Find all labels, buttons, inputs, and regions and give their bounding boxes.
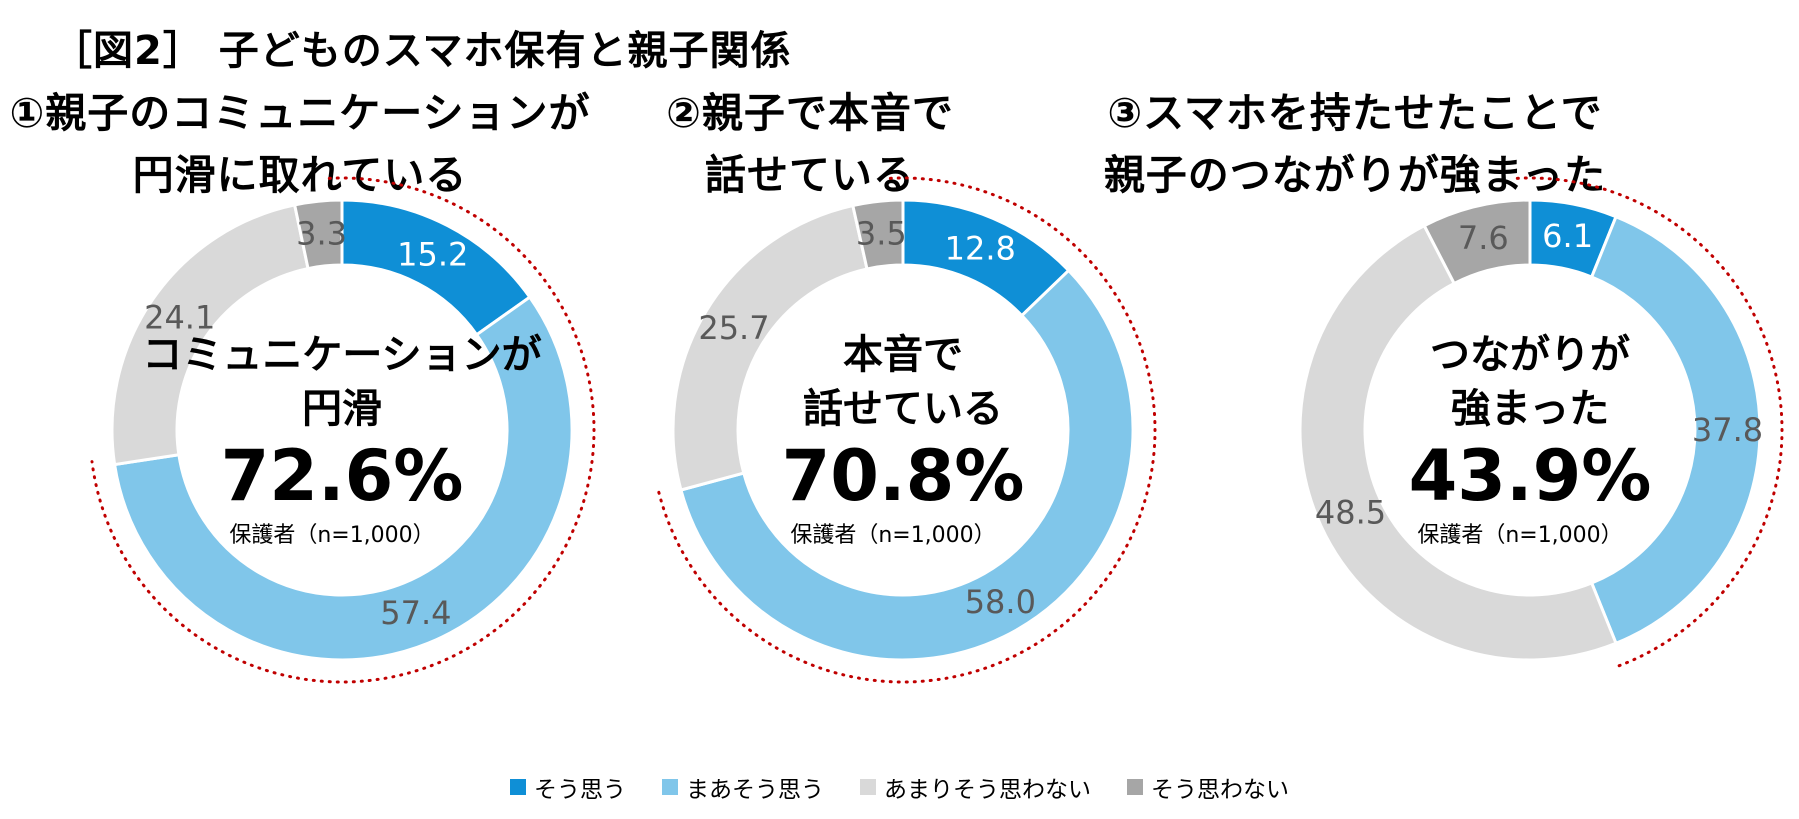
legend-label-1: そう思う: [534, 777, 626, 803]
donut-3-segment-2: [1589, 214, 1762, 646]
donut-1-value-label-2: 57.4: [380, 594, 451, 632]
donut-3-value-label-4: 7.6: [1458, 219, 1509, 257]
donut-2-value-label-2: 58.0: [965, 583, 1036, 621]
donut-1-segment-4: [292, 198, 344, 271]
donut-2-segment-2: [679, 268, 1135, 662]
donut-2-center-value: 70.8%: [782, 435, 1025, 517]
chart-title-3: ③スマホを持たせたことで 親子のつながりが強まった: [1055, 82, 1655, 206]
chart-title-2: ②親子で本音で 話せている: [510, 82, 1110, 206]
legend-swatch-1: [510, 779, 526, 795]
donut-1-center-note: 保護者（n=1,000）: [229, 523, 434, 548]
chart-title-2-line-1: ②親子で本音で: [666, 89, 954, 137]
donut-2-value-label-3: 25.7: [698, 309, 769, 347]
donut-2-center-note: 保護者（n=1,000）: [790, 523, 995, 548]
donut-1-center-value: 72.6%: [221, 435, 464, 517]
legend-swatch-3: [860, 779, 876, 795]
donut-2-segment-4: [851, 198, 905, 271]
donut-1-value-label-1: 15.2: [397, 236, 468, 274]
donut-3-segment-3: [1298, 223, 1618, 662]
donut-3-value-label-1: 6.1: [1542, 217, 1593, 255]
donut-3-center-label-2: 強まった: [1451, 386, 1609, 432]
donut-1-value-label-4: 3.3: [296, 215, 347, 253]
chart-title-1-line-2: 円滑に取れている: [132, 151, 468, 199]
donut-1-value-label-3: 24.1: [144, 298, 215, 336]
legend-item-2: まあそう思う: [662, 770, 824, 804]
donut-2-center-label-2: 話せている: [803, 386, 1003, 432]
legend-swatch-2: [662, 779, 678, 795]
donut-2-value-label-4: 3.5: [856, 215, 907, 253]
donut-2-center-label-1: 本音で: [843, 332, 963, 378]
donut-2-highlight-arc: [656, 176, 1157, 684]
legend-swatch-4: [1127, 779, 1143, 795]
donut-1-highlight-arc: [90, 176, 596, 684]
donut-2-value-label-1: 12.8: [945, 229, 1016, 267]
chart-title-3-line-2: 親子のつながりが強まった: [1103, 151, 1607, 199]
legend-item-3: あまりそう思わない: [860, 770, 1091, 804]
donut-3-center-value: 43.9%: [1409, 435, 1652, 517]
chart-title-1: ①親子のコミュニケーションが 円滑に取れている: [0, 82, 600, 206]
chart-title-2-line-2: 話せている: [705, 151, 915, 199]
donut-1-center-label-1: コミュニケーションが: [142, 332, 541, 378]
legend-item-4: そう思わない: [1127, 770, 1289, 804]
donut-2-segment-3: [671, 203, 869, 492]
chart-title-3-line-1: ③スマホを持たせたことで: [1107, 89, 1603, 137]
donut-3-value-label-2: 37.8: [1692, 411, 1763, 449]
legend-label-3: あまりそう思わない: [884, 777, 1091, 803]
donut-3-segment-4: [1422, 198, 1532, 286]
legend-item-1: そう思う: [510, 770, 626, 804]
figure-title: ［図2］ 子どものスマホ保有と親子関係: [52, 28, 792, 74]
donut-3-center-label-1: つながりが: [1430, 332, 1630, 378]
donut-1-segment-2: [112, 295, 574, 662]
legend-label-2: まあそう思う: [686, 777, 824, 803]
chart-title-1-line-1: ①親子のコミュニケーションが: [9, 89, 591, 137]
donut-1-center-label-2: 円滑: [302, 386, 382, 432]
legend: そう思う まあそう思う あまりそう思わない そう思わない: [0, 770, 1799, 804]
legend-label-4: そう思わない: [1151, 777, 1289, 803]
donut-3-center-note: 保護者（n=1,000）: [1417, 523, 1622, 548]
donut-3-value-label-3: 48.5: [1315, 493, 1386, 531]
